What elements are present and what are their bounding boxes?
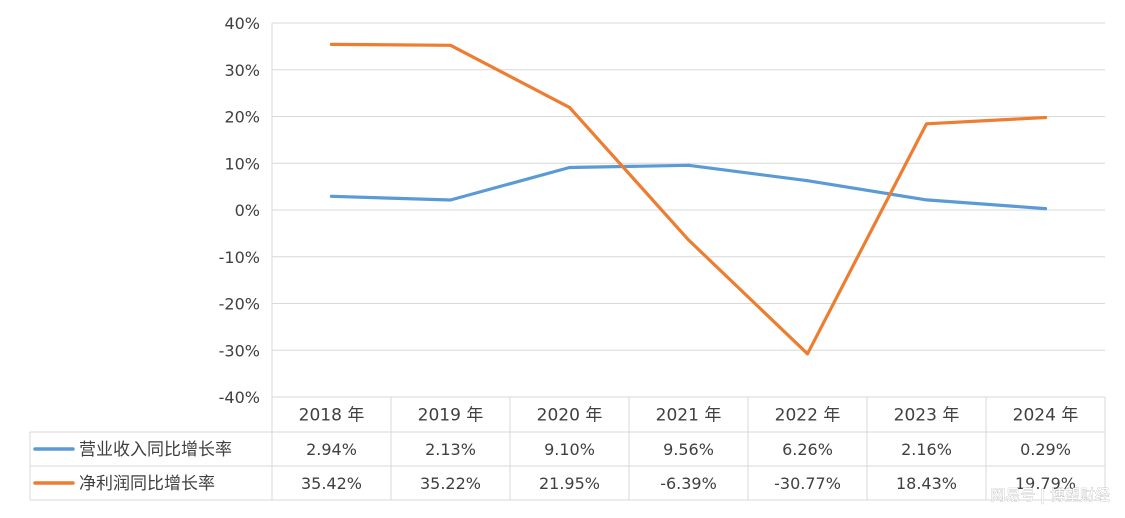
x-category-label: 2024 年 (1013, 406, 1079, 426)
y-tick-label: 0% (235, 201, 260, 220)
y-tick-label: 30% (224, 61, 260, 80)
data-table-cell: 35.22% (420, 474, 481, 493)
data-point (568, 105, 571, 109)
data-point (568, 165, 571, 169)
data-table-cell: 21.95% (539, 474, 600, 493)
data-point (449, 43, 452, 47)
y-tick-label: -40% (219, 388, 260, 407)
data-table-cell: 6.26% (782, 440, 833, 459)
data-point (1044, 115, 1047, 119)
data-point (925, 122, 928, 126)
data-point (687, 238, 690, 242)
data-point (330, 194, 333, 198)
x-category-label: 2021 年 (656, 406, 722, 426)
data-point (1044, 207, 1047, 211)
x-category-label: 2018 年 (299, 406, 365, 426)
series-lines (329, 42, 1048, 356)
data-point (687, 163, 690, 167)
y-tick-label: 40% (224, 14, 260, 33)
x-category-label: 2019 年 (418, 406, 484, 426)
data-point (330, 42, 333, 46)
x-category-label: 2023 年 (894, 406, 960, 426)
data-point (925, 198, 928, 202)
legend-label: 营业收入同比增长率 (79, 440, 232, 460)
data-point (449, 198, 452, 202)
data-table-cell: 9.56% (663, 440, 714, 459)
y-tick-label: 20% (224, 108, 260, 127)
data-table-cell: 2.94% (306, 440, 357, 459)
gridlines (272, 22, 1105, 398)
data-point (806, 352, 809, 356)
data-table-cell: 2.16% (901, 440, 952, 459)
data-table-cell: 19.79% (1015, 474, 1076, 493)
data-table-cell: 35.42% (301, 474, 362, 493)
data-table-cell: -30.77% (774, 474, 841, 493)
data-table-cell: 2.13% (425, 440, 476, 459)
data-table-cell: -6.39% (660, 474, 717, 493)
y-tick-label: -10% (219, 248, 260, 267)
x-category-label: 2022 年 (775, 406, 841, 426)
data-table-cell: 18.43% (896, 474, 957, 493)
x-category-label: 2020 年 (537, 406, 603, 426)
y-tick-label: 10% (224, 154, 260, 173)
data-table: 2018 年 2019 年 2020 年 2021 年 2022 年 2023 年 2024… (29, 23, 1106, 501)
legend-label: 净利润同比增长率 (79, 474, 215, 494)
y-axis-ticks: 40% 30% 20% 10% 0% -10% -20% -30% -40% (219, 14, 260, 407)
y-tick-label: -30% (219, 341, 260, 360)
data-point (806, 179, 809, 183)
data-table-cell: 9.10% (544, 440, 595, 459)
y-tick-label: -20% (219, 295, 260, 314)
series-line (329, 163, 1048, 211)
data-table-cell: 0.29% (1020, 440, 1071, 459)
watermark-text: 网易号 | 博望财经 (990, 486, 1110, 504)
